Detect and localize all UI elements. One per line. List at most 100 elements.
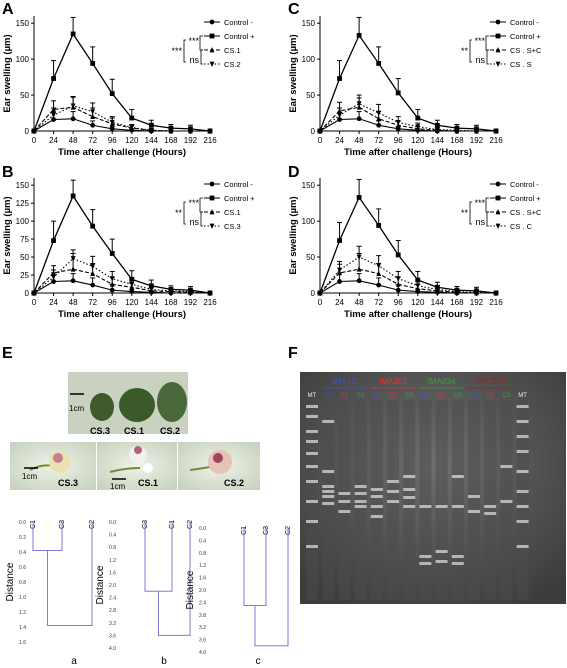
significance-outer: *** xyxy=(188,198,199,208)
dendro-tick-label: 0.6 xyxy=(19,565,26,571)
point-marker xyxy=(209,209,215,215)
gel-band xyxy=(403,505,416,508)
gel-band xyxy=(370,495,383,498)
gel-band xyxy=(354,505,367,508)
point-marker xyxy=(356,104,362,110)
y-tick-label: 150 xyxy=(16,181,30,190)
point-marker xyxy=(495,33,501,39)
series-line xyxy=(319,118,496,132)
gel-band xyxy=(516,420,529,423)
y-tick-label: 50 xyxy=(306,253,315,262)
lane-label: C2 xyxy=(341,393,349,399)
point-marker xyxy=(337,238,342,243)
dendro-tick-label: 0.0 xyxy=(19,520,26,526)
x-tick-label: 120 xyxy=(411,136,425,145)
point-marker xyxy=(376,223,382,228)
marker-lane-label-left: MT xyxy=(308,393,317,399)
point-marker xyxy=(493,128,499,134)
leaf-scale-label: 1cm xyxy=(69,404,84,413)
bracket-outer xyxy=(199,197,203,213)
point-marker xyxy=(395,90,401,96)
bracket-inner xyxy=(200,211,203,227)
point-marker xyxy=(209,33,215,39)
point-marker xyxy=(109,251,115,256)
x-tick-label: 48 xyxy=(355,136,364,145)
lane-label: C3 xyxy=(503,393,511,399)
point-marker xyxy=(90,270,96,276)
x-tick-label: 192 xyxy=(184,136,198,145)
y-tick-label: 0 xyxy=(311,289,316,298)
gel-band xyxy=(403,496,416,499)
gel-band xyxy=(419,505,432,508)
gel-band xyxy=(419,555,432,558)
point-marker xyxy=(70,266,76,272)
x-axis-title: Time after challenge (Hours) xyxy=(58,309,186,320)
y-tick-label: 125 xyxy=(16,199,30,208)
dendro-tick-label: 1.2 xyxy=(199,563,206,569)
gel-band xyxy=(306,405,318,408)
point-marker xyxy=(90,264,96,270)
flower-scale-label-cs3: 1cm xyxy=(22,472,37,481)
gel-band xyxy=(306,480,318,483)
point-marker xyxy=(90,113,96,120)
flower-cs3 xyxy=(29,451,71,473)
x-tick-label: 0 xyxy=(318,136,323,145)
point-marker xyxy=(337,117,342,122)
gel-band xyxy=(354,485,367,488)
legend-label: Control - xyxy=(224,18,253,27)
significance-left: *** xyxy=(171,46,182,56)
legend-label: CS . C xyxy=(510,222,533,231)
point-marker xyxy=(434,122,440,128)
series-line xyxy=(319,196,497,294)
point-marker xyxy=(70,103,76,109)
point-marker xyxy=(129,289,135,294)
legend-label: CS.1 xyxy=(224,208,241,217)
dendro-tick-label: 0.8 xyxy=(19,580,26,586)
gel-lane xyxy=(435,400,448,600)
point-marker xyxy=(415,115,421,121)
dendro-tick-label: 2.0 xyxy=(109,583,116,589)
bracket-outer xyxy=(199,35,203,51)
gel-band xyxy=(451,505,464,508)
y-tick-label: 0 xyxy=(311,127,316,136)
point-marker xyxy=(495,209,501,215)
point-marker xyxy=(337,112,342,119)
gel-band xyxy=(516,490,529,493)
x-tick-label: 96 xyxy=(394,298,403,307)
gel-band xyxy=(484,512,497,515)
dendro-tick-label: 2.4 xyxy=(109,596,116,602)
point-marker xyxy=(376,61,382,66)
point-marker xyxy=(129,115,135,121)
bracket-outer xyxy=(485,35,489,51)
y-tick-label: 100 xyxy=(302,55,316,64)
point-marker xyxy=(129,125,135,131)
point-marker xyxy=(51,76,56,81)
gel-band xyxy=(451,475,464,478)
gel-band xyxy=(306,440,318,443)
y-axis-title: Ear swelling (µm) xyxy=(288,34,299,112)
point-marker xyxy=(207,290,213,296)
dendro-branch-inner xyxy=(144,522,173,592)
point-marker xyxy=(415,283,421,289)
flower-cs2 xyxy=(189,450,232,474)
point-marker xyxy=(70,278,76,284)
significance-inner: ns xyxy=(189,55,199,65)
point-marker xyxy=(474,289,479,296)
gel-band xyxy=(387,490,399,493)
significance-inner: ns xyxy=(475,55,485,65)
dendro-tick-label: 0.8 xyxy=(199,551,206,557)
point-marker xyxy=(109,119,115,126)
dendro-tick-label: 2.8 xyxy=(199,613,206,619)
x-tick-label: 48 xyxy=(69,298,78,307)
gel-lane xyxy=(403,400,416,600)
point-marker xyxy=(434,127,440,133)
x-tick-label: 72 xyxy=(374,298,383,307)
y-tick-label: 50 xyxy=(20,253,29,262)
x-axis-title: Time after challenge (Hours) xyxy=(58,147,186,158)
point-marker xyxy=(495,47,501,53)
gel-band xyxy=(451,555,464,558)
x-tick-label: 168 xyxy=(164,136,178,145)
lane-label: C3 xyxy=(357,393,365,399)
gel-band xyxy=(516,470,529,473)
point-marker xyxy=(109,126,115,132)
